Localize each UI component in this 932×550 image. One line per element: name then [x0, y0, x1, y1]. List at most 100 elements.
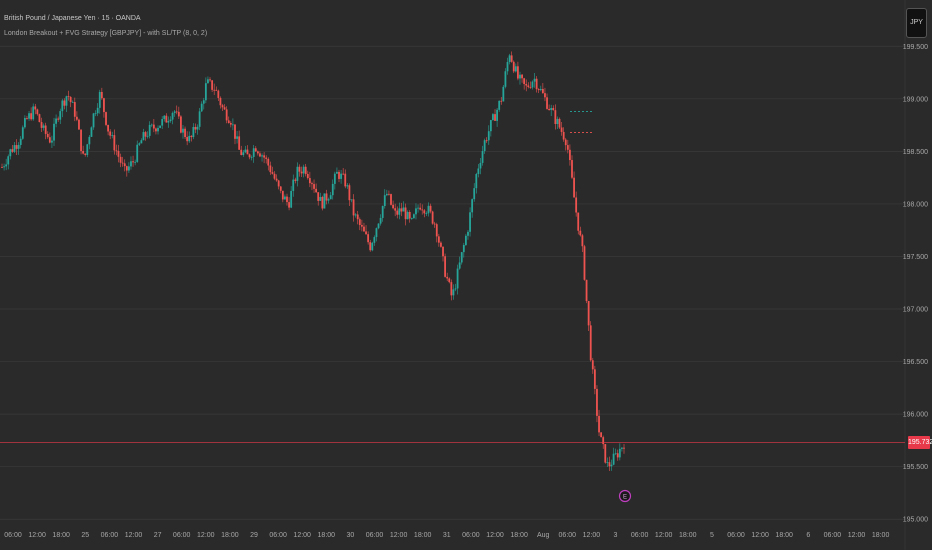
candle-body	[86, 144, 89, 155]
candle-body	[589, 325, 592, 361]
candle-body	[161, 119, 164, 126]
candle-body	[331, 183, 334, 196]
candle-body	[348, 185, 351, 201]
x-tick-label: 06:00	[101, 532, 119, 539]
candle-body	[452, 289, 455, 296]
candle-body	[610, 464, 613, 467]
y-tick-label: 198.000	[903, 201, 928, 208]
candle-body	[556, 118, 559, 125]
candle-body	[78, 119, 80, 130]
candle-body	[342, 173, 345, 175]
candle-body	[269, 165, 272, 173]
candle-body	[242, 152, 245, 155]
y-tick-label: 198.500	[903, 149, 928, 156]
candle-body	[329, 195, 332, 200]
candle-body	[123, 163, 126, 167]
x-tick-label: 27	[154, 532, 162, 539]
candle-body	[169, 119, 172, 122]
price-axis[interactable]: 199.500 199.000 198.500 198.000 197.500 197.0…	[903, 44, 928, 524]
candle-body	[327, 199, 330, 201]
candle-body	[560, 127, 563, 132]
candle-body	[437, 236, 440, 243]
candle-body	[59, 111, 62, 120]
candle-body	[585, 279, 588, 301]
candle-body	[423, 210, 426, 214]
candle-body	[155, 128, 157, 132]
candle-body	[275, 178, 278, 181]
candle-body	[354, 214, 357, 216]
candle-body	[292, 179, 295, 191]
candle-body	[125, 166, 128, 171]
candle-body	[46, 133, 49, 138]
event-marker[interactable]: E	[618, 489, 632, 503]
candle-body	[252, 148, 255, 157]
candle-body	[311, 183, 313, 185]
candle-body	[159, 125, 162, 128]
candle-body	[180, 116, 182, 133]
candle-body	[32, 106, 35, 120]
candle-body	[92, 113, 95, 128]
candle-body	[111, 135, 114, 136]
candle-body	[483, 140, 486, 152]
candle-body	[315, 188, 318, 193]
candle-body	[352, 199, 355, 216]
candle-body	[419, 207, 422, 210]
candle-body	[254, 148, 257, 152]
candle-body	[612, 453, 615, 465]
candle-body	[71, 102, 74, 103]
candle-body	[23, 118, 26, 128]
candle-body	[227, 120, 230, 124]
indicator-label[interactable]: London Breakout + FVG Strategy [GBPJPY] …	[4, 30, 208, 37]
candle-body	[5, 164, 8, 167]
x-tick-label: 18:00	[510, 532, 528, 539]
candle-body	[273, 173, 276, 179]
candle-body	[100, 91, 103, 99]
candle-body	[487, 131, 490, 141]
candle-body	[148, 124, 151, 136]
candle-body	[290, 190, 293, 208]
x-tick-label: 06:00	[631, 532, 649, 539]
event-marker-label: E	[623, 495, 627, 501]
x-tick-label: 18:00	[414, 532, 432, 539]
candle-body	[132, 161, 134, 163]
candle-body	[621, 447, 623, 449]
candle-body	[462, 244, 465, 253]
candle-body	[519, 74, 521, 79]
candle-body	[209, 79, 211, 81]
candle-body	[479, 162, 482, 169]
candle-body	[358, 219, 361, 225]
candle-body	[494, 114, 496, 121]
candle-body	[284, 196, 286, 200]
candle-body	[119, 156, 122, 163]
candle-body	[456, 268, 459, 289]
candle-body	[42, 125, 45, 128]
candle-body	[573, 177, 575, 198]
candle-body	[103, 98, 105, 113]
candle-body	[69, 96, 72, 103]
candle-body	[444, 256, 446, 277]
candle-body	[583, 246, 586, 280]
candle-body	[467, 231, 469, 236]
y-tick-label: 199.000	[903, 96, 928, 103]
last-price-tag: 195.732	[908, 435, 932, 449]
currency-button[interactable]: JPY	[906, 8, 927, 38]
candle-body	[450, 282, 453, 296]
candle-body	[427, 205, 430, 214]
candle-body	[492, 114, 494, 121]
candle-body	[373, 237, 376, 243]
x-tick-label: 12:00	[125, 532, 143, 539]
candle-body	[7, 156, 10, 165]
candle-body	[306, 174, 309, 179]
candle-body	[421, 209, 424, 211]
candle-body	[11, 149, 14, 152]
time-axis[interactable]: 06:00 12:00 18:00 25 06:00 12:00 27 06:00 12:00 1…	[4, 532, 889, 539]
candle-body	[336, 171, 338, 174]
candle-body	[593, 369, 596, 389]
candle-body	[346, 185, 349, 187]
x-tick-label: 18:00	[318, 532, 336, 539]
candle-body	[279, 186, 282, 191]
sl-tp-levels	[570, 110, 592, 133]
candle-body	[117, 150, 120, 157]
candle-body	[3, 166, 5, 168]
